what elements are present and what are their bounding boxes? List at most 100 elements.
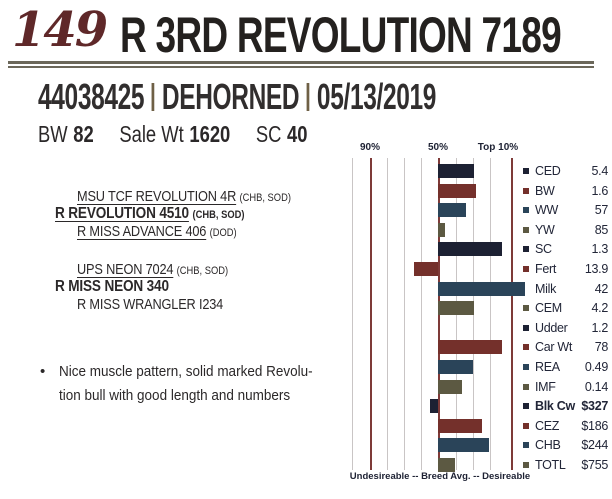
legend-value: 1.3: [591, 242, 609, 257]
legend-label: TOTL: [535, 458, 566, 472]
legend-label: Fert: [535, 262, 557, 276]
header-rule-top: [8, 61, 594, 64]
legend-label: WW: [535, 203, 558, 218]
stat-label-salewt: Sale Wt: [119, 121, 184, 147]
stats-row: BW 82 Sale Wt 1620 SC 40: [38, 121, 308, 148]
bullet-icon: •: [40, 363, 46, 380]
legend-value: 1.6: [591, 183, 609, 198]
legend-value: 78: [594, 340, 609, 355]
gridline: [387, 158, 388, 470]
gridline-percentile-marker: [510, 158, 513, 470]
axis-label-50: 50%: [427, 142, 449, 153]
epd-bar-imf: [438, 379, 462, 394]
legend-color-square: [523, 246, 529, 253]
pedigree-sire-dam: R MISS ADVANCE 406 (DOD): [77, 223, 237, 240]
epd-bar-car-wt: [438, 340, 502, 355]
legend-item-blk-cw: Blk Cw $327: [521, 398, 609, 414]
pedigree-sire-sire: MSU TCF REVOLUTION 4R (CHB, SOD): [77, 188, 291, 205]
gridline: [352, 158, 353, 470]
animal-designations: (CHB, SOD): [176, 265, 229, 277]
legend-item-rea: REA 0.49: [521, 359, 609, 375]
legend-value: 5.4: [591, 164, 609, 178]
epd-bar-fert: [414, 262, 438, 276]
legend-color-square: [523, 383, 529, 390]
legend-item-sc: SC 1.3: [521, 241, 609, 257]
epd-bar-bw: [438, 183, 476, 198]
legend-color-square: [523, 344, 529, 351]
legend-color-square: [523, 207, 529, 214]
legend-color-square: [523, 305, 529, 312]
gridline: [404, 158, 405, 470]
legend-item-ced: CED 5.4: [521, 163, 609, 179]
legend-label: YW: [535, 222, 555, 237]
animal-designations: (CHB, SOD): [239, 192, 291, 204]
lot-number: 149: [12, 2, 108, 58]
legend-label: CEM: [535, 301, 562, 316]
registration-row: 44038425 DEHORNED 05/13/2019: [38, 76, 436, 117]
note-line-2: tion bull with good length and numbers: [59, 387, 291, 404]
legend-color-square: [523, 168, 529, 174]
epd-bar-sc: [438, 242, 502, 257]
legend-item-chb: CHB $244: [521, 437, 609, 453]
legend-label: BW: [535, 183, 555, 198]
animal-designations: (CHB, SOD): [192, 209, 245, 221]
gridline: [421, 158, 422, 470]
legend-color-square: [523, 403, 529, 410]
legend-item-milk: Milk 42: [521, 281, 609, 297]
legend-item-yw: YW 85: [521, 222, 609, 238]
legend-value: 4.2: [591, 301, 609, 316]
epd-bar-milk: [438, 281, 525, 296]
registration-number: 44038425: [38, 76, 145, 117]
legend-label: Udder: [535, 320, 568, 335]
legend-label: IMF: [535, 379, 556, 394]
epd-bar-plot: [352, 158, 528, 472]
legend-label: Milk: [535, 281, 557, 296]
legend-item-ww: WW 57: [521, 202, 609, 218]
legend-item-imf: IMF 0.14: [521, 379, 609, 395]
legend-item-cez: CEZ $186: [521, 418, 609, 434]
legend-value: $186: [581, 418, 608, 433]
legend-color-square: [523, 324, 529, 331]
pedigree-sire: R REVOLUTION 4510 (CHB, SOD): [55, 205, 244, 223]
birth-date: 05/13/2019: [316, 76, 437, 117]
axis-label-top10: Top 10%: [477, 142, 519, 153]
legend-item-bw: BW 1.6: [521, 183, 609, 199]
separator-bar: [151, 83, 155, 111]
legend-label: SC: [535, 242, 552, 257]
note-line-1: Nice muscle pattern, solid marked Revolu…: [59, 363, 313, 380]
pedigree-dam-sire: UPS NEON 7024 (CHB, SOD): [77, 261, 228, 278]
legend-color-square: [523, 226, 529, 233]
animal-name: UPS NEON 7024: [77, 261, 174, 278]
pedigree-dam: R MISS NEON 340: [55, 278, 169, 296]
legend-value: 85: [594, 222, 609, 237]
legend-value: 42: [594, 281, 609, 296]
legend-color-square: [523, 364, 529, 370]
axis-label-90: 90%: [359, 142, 381, 153]
animal-name: R MISS WRANGLER I234: [77, 296, 224, 313]
epd-bar-yw: [438, 222, 445, 237]
pedigree-dam-dam: R MISS WRANGLER I234: [77, 296, 223, 313]
animal-name: R MISS ADVANCE 406: [77, 223, 207, 240]
epd-legend: CED 5.4 BW 1.6 WW 57 YW 85 SC 1.3 Fert 13.9 Milk 42 CE…: [521, 158, 609, 473]
legend-item-totl: TOTL $755: [521, 457, 609, 473]
stat-value-bw: 82: [73, 121, 94, 147]
legend-value: 57: [594, 203, 609, 218]
legend-color-square: [523, 422, 529, 429]
gridline: [490, 158, 491, 470]
legend-label: CHB: [535, 438, 561, 453]
animal-name: R MISS NEON 340: [55, 278, 169, 295]
legend-value: $244: [581, 438, 608, 453]
epd-bar-blk-cw: [430, 399, 438, 414]
legend-label: REA: [535, 360, 560, 374]
chart-footer: Undesireable -- Breed Avg. -- Desireable: [349, 471, 531, 482]
legend-item-car-wt: Car Wt 78: [521, 339, 609, 355]
legend-value: 0.14: [584, 379, 608, 394]
epd-axis-labels: 90% 50% Top 10%: [352, 142, 528, 156]
legend-value: $327: [581, 399, 608, 414]
legend-label: Blk Cw: [535, 399, 575, 414]
legend-value: 13.9: [584, 262, 608, 276]
legend-color-square: [523, 187, 529, 194]
gridline-percentile-marker: [369, 158, 372, 470]
legend-item-udder: Udder 1.2: [521, 320, 609, 336]
